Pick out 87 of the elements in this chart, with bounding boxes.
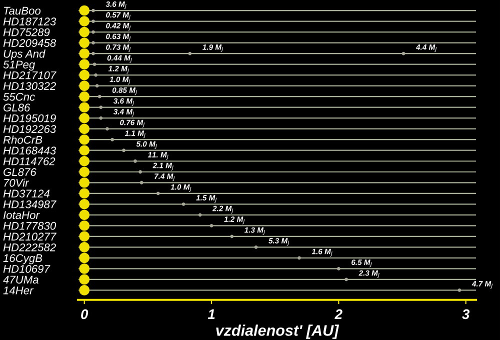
- point: [336, 266, 340, 270]
- point: [79, 102, 90, 112]
- y-tick-label: RhoCrB: [3, 136, 42, 144]
- point: [79, 112, 90, 124]
- point: [210, 224, 214, 228]
- point: [92, 30, 95, 34]
- point: [92, 52, 95, 56]
- point: [79, 199, 90, 210]
- y-tick-label: 51Peg: [3, 60, 36, 71]
- point: [344, 278, 348, 282]
- point: [92, 8, 95, 12]
- point: [188, 52, 192, 56]
- point: [230, 234, 234, 238]
- point: [106, 127, 109, 131]
- point: [79, 124, 90, 134]
- point: [79, 210, 90, 220]
- point: [156, 192, 160, 196]
- point: [140, 180, 144, 184]
- point: [79, 70, 90, 80]
- y-tick-label: 55Cnc: [3, 92, 35, 101]
- y-tick-label: Ups And: [4, 50, 46, 60]
- y-tick-label: HD192263: [3, 125, 56, 133]
- y-tick-label: TauBoo: [4, 6, 41, 15]
- point: [79, 166, 90, 178]
- y-tick-label: 16CygB: [3, 254, 42, 264]
- point: [79, 5, 90, 16]
- point: [138, 170, 142, 174]
- point: [99, 106, 103, 110]
- y-tick-label: HD114762: [3, 157, 56, 166]
- y-tick-label: HD134987: [3, 200, 56, 208]
- point: [79, 285, 90, 296]
- point: [98, 94, 102, 98]
- point: [79, 26, 90, 38]
- point: [92, 41, 95, 45]
- point: [79, 80, 90, 91]
- point: [79, 242, 90, 252]
- point: [92, 62, 96, 66]
- point: [458, 288, 462, 292]
- point: [134, 159, 137, 163]
- point: [79, 145, 90, 156]
- x-axis-title: vzdialenost' [AU]: [216, 324, 340, 339]
- point: [79, 156, 90, 166]
- y-tick-label: HD209458: [3, 39, 56, 47]
- y-tick-label: HD217107: [3, 71, 56, 80]
- y-tick-label: HD222582: [3, 243, 56, 252]
- point: [79, 91, 90, 102]
- y-tick-label: HD195019: [3, 114, 56, 122]
- y-tick-label: HD177830: [3, 222, 56, 230]
- point: [298, 256, 301, 260]
- y-tick-label: HD187123: [3, 18, 56, 26]
- y-tick-label: 70Vir: [4, 178, 30, 187]
- y-tick-label: 14Her: [3, 286, 34, 294]
- x-tick-label: 1: [208, 309, 215, 319]
- point: [198, 213, 202, 217]
- y-tick-label: 47UMa: [3, 276, 38, 284]
- x-tick-label: 3: [462, 309, 470, 320]
- y-tick-label: IotaHor: [3, 211, 40, 220]
- y-tick-label: HD210277: [3, 232, 56, 241]
- y-tick-label: HD130322: [3, 82, 56, 90]
- point: [122, 148, 126, 152]
- point: [79, 264, 90, 274]
- point: [95, 84, 99, 88]
- point: [79, 59, 90, 70]
- point: [79, 231, 90, 242]
- point: [79, 274, 90, 285]
- point: [79, 188, 90, 199]
- x-tick-label: 0: [81, 309, 88, 320]
- y-tick-label: HD75289: [3, 28, 50, 36]
- point: [79, 16, 90, 26]
- point: [79, 48, 90, 59]
- y-tick-label: HD168443: [3, 146, 56, 154]
- point: [110, 138, 114, 142]
- point: [182, 202, 186, 206]
- point: [92, 20, 95, 23]
- point: [79, 38, 90, 48]
- y-tick-label: HD37124: [3, 190, 50, 198]
- point: [79, 177, 90, 188]
- point: [79, 252, 90, 264]
- point: [99, 116, 103, 120]
- y-tick-label: GL876: [4, 168, 36, 176]
- point: [79, 220, 90, 231]
- x-tick-label: 2: [334, 309, 342, 319]
- point: [94, 73, 98, 77]
- point: [254, 245, 258, 249]
- point: [79, 134, 90, 145]
- y-tick-label: HD10697: [3, 264, 50, 273]
- y-tick-label: GL86: [4, 104, 30, 112]
